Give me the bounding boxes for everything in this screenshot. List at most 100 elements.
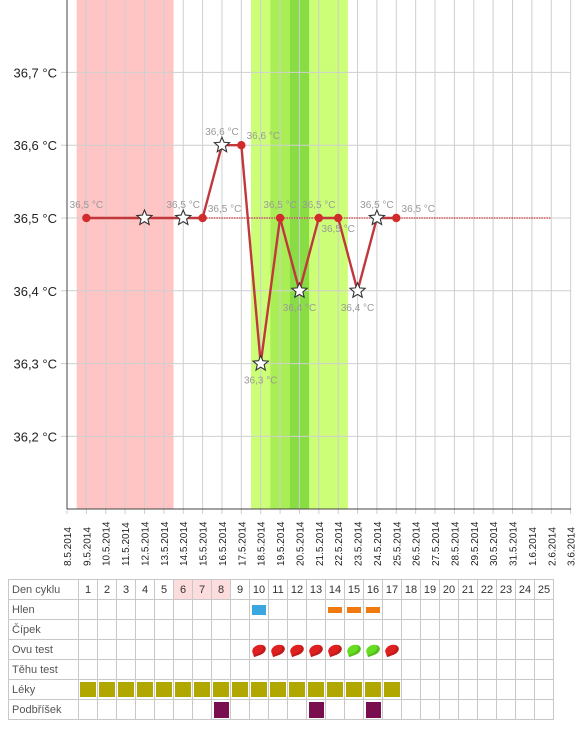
table-cell	[515, 639, 535, 660]
x-tick-label: 28.5.2014	[450, 521, 461, 566]
table-cell	[116, 619, 136, 640]
table-cell	[173, 639, 193, 660]
temperature-chart: 36,2 °C 36,3 °C 36,4 °C 36,5 °C 36,6 °C 36,7 …	[13, 0, 578, 566]
day-number: 8	[211, 579, 231, 600]
medication-mark	[137, 682, 153, 697]
day-number: 14	[325, 579, 345, 600]
day-number: 24	[515, 579, 535, 600]
x-tick-label: 13.5.2014	[160, 521, 171, 566]
table-cell	[325, 659, 345, 680]
table-cell	[534, 699, 554, 720]
data-point	[82, 213, 91, 223]
table-cell	[135, 659, 155, 680]
table-cell	[382, 699, 402, 720]
table-cell	[78, 639, 98, 660]
ovulation-test-icon	[307, 642, 325, 657]
table-cell	[249, 639, 269, 660]
table-cell	[439, 619, 459, 640]
table-cell	[458, 619, 478, 640]
table-cell	[154, 659, 174, 680]
table-cell	[344, 679, 364, 700]
data-label: 36,5 °C	[402, 204, 435, 215]
data-point-star	[135, 208, 154, 226]
table-cell	[211, 599, 231, 620]
table-cell	[154, 619, 174, 640]
data-point	[314, 213, 324, 223]
x-tick-label: 31.5.2014	[509, 521, 520, 566]
table-cell	[249, 619, 269, 640]
table-cell	[477, 659, 497, 680]
x-tick-label: 30.5.2014	[489, 521, 500, 566]
table-cell	[363, 619, 383, 640]
table-cell	[268, 639, 288, 660]
table-cell	[420, 659, 440, 680]
table-cell	[382, 659, 402, 680]
table-cell	[230, 639, 250, 660]
day-number: 20	[439, 579, 459, 600]
table-cell	[230, 659, 250, 680]
table-cell	[325, 619, 345, 640]
table-cell	[382, 619, 402, 640]
day-number: 15	[344, 579, 364, 600]
row-label: Léky	[8, 679, 79, 700]
table-cell	[382, 639, 402, 660]
data-label: 36,4 °C	[283, 303, 316, 314]
table-cell	[306, 659, 326, 680]
ovulation-test-icon	[364, 642, 382, 657]
mucus-mark	[328, 606, 342, 613]
table-cell	[515, 619, 535, 640]
data-label: 36,5 °C	[70, 200, 103, 211]
x-tick-label: 20.5.2014	[295, 521, 306, 566]
table-cell	[78, 699, 98, 720]
data-label: 36,5 °C	[360, 200, 393, 211]
table-cell	[477, 679, 497, 700]
table-cell	[287, 619, 307, 640]
table-cell	[534, 659, 554, 680]
table-cell	[401, 619, 421, 640]
day-number: 21	[458, 579, 478, 600]
x-tick-label: 1.6.2014	[528, 527, 539, 566]
day-number: 12	[287, 579, 307, 600]
table-cell	[306, 599, 326, 620]
table-cell	[230, 699, 250, 720]
day-number: 9	[230, 579, 250, 600]
day-number: 13	[306, 579, 326, 600]
table-cell	[192, 679, 212, 700]
table-cell	[344, 699, 364, 720]
medication-mark	[327, 682, 343, 697]
medication-mark	[251, 682, 267, 697]
ovulation-test-icon	[288, 642, 306, 657]
x-tick-label: 21.5.2014	[315, 521, 326, 566]
table-cell	[439, 679, 459, 700]
data-point	[198, 213, 207, 223]
data-point-star	[212, 135, 231, 153]
table-cell	[116, 639, 136, 660]
x-tick-label: 29.5.2014	[470, 521, 481, 566]
table-cell	[287, 679, 307, 700]
table-cell	[325, 599, 345, 620]
table-cell	[477, 599, 497, 620]
table-cell	[154, 599, 174, 620]
mucus-mark	[366, 606, 380, 613]
table-cell	[287, 699, 307, 720]
table-cell	[401, 599, 421, 620]
table-cell	[363, 639, 383, 660]
data-label: 36,4 °C	[341, 303, 374, 314]
table-cell	[477, 639, 497, 660]
pain-mark	[308, 701, 324, 718]
x-tick-label: 11.5.2014	[121, 522, 132, 566]
table-cell	[363, 599, 383, 620]
table-cell	[458, 599, 478, 620]
x-tick-label: 27.5.2014	[431, 521, 442, 566]
x-tick-label: 8.5.2014	[63, 527, 74, 566]
row-label: Čípek	[8, 619, 79, 640]
x-tick-label: 19.5.2014	[276, 521, 287, 566]
day-number: 22	[477, 579, 497, 600]
table-row: Čípek	[8, 619, 554, 640]
table-cell	[249, 679, 269, 700]
day-number: 10	[249, 579, 269, 600]
table-cell	[458, 659, 478, 680]
table-cell	[192, 659, 212, 680]
table-cell	[192, 599, 212, 620]
medication-mark	[118, 682, 134, 697]
